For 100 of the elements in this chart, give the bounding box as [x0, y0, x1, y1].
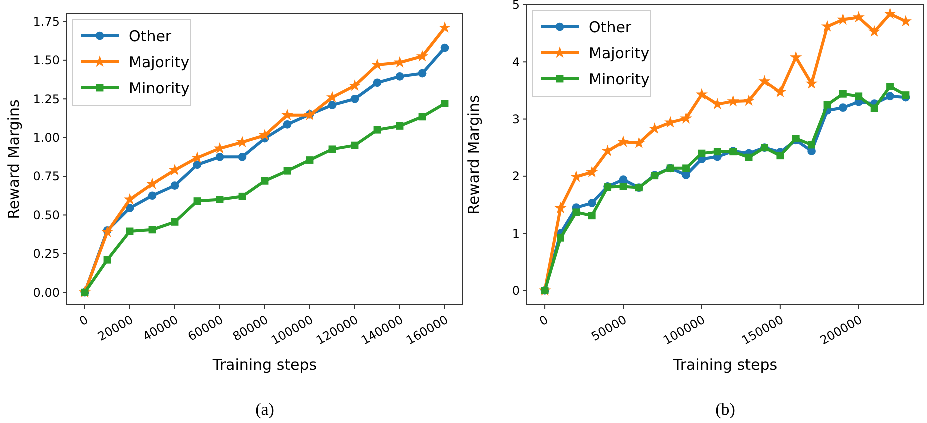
point — [194, 198, 202, 205]
x-tick-label: 0 — [77, 312, 91, 329]
text: (a) — [256, 400, 274, 419]
point — [868, 26, 881, 37]
point — [284, 167, 292, 175]
point — [617, 136, 630, 148]
point — [586, 166, 598, 178]
point — [886, 92, 894, 101]
y-axis-title: Reward Margins — [5, 99, 23, 220]
point — [238, 192, 246, 200]
y-tick-label: 1.25 — [33, 92, 60, 106]
point — [572, 208, 580, 216]
point — [351, 142, 359, 150]
point — [588, 212, 596, 220]
x-axis-title: Training steps — [212, 356, 318, 374]
point — [216, 196, 224, 204]
point — [696, 88, 708, 100]
point — [193, 160, 202, 170]
legend-label: Majority — [129, 53, 190, 72]
point — [602, 144, 614, 156]
point — [416, 50, 429, 62]
point — [126, 204, 134, 212]
point — [727, 95, 740, 107]
y-tick-label: 5 — [512, 0, 520, 12]
point — [680, 112, 692, 124]
point — [714, 148, 722, 156]
legend-label: Minority — [129, 79, 190, 98]
point — [620, 183, 628, 190]
point — [774, 86, 786, 98]
legend-label: Minority — [589, 70, 650, 88]
y-tick-label: 3 — [512, 112, 520, 126]
point — [148, 192, 157, 200]
legend-label: Majority — [589, 44, 650, 62]
point — [281, 109, 294, 121]
y-tick-label: 1.00 — [33, 131, 60, 146]
point — [418, 113, 426, 121]
point — [855, 92, 863, 100]
point — [326, 91, 339, 103]
point — [884, 8, 896, 20]
y-tick-label: 0 — [512, 284, 520, 298]
point — [839, 104, 848, 112]
point — [900, 15, 912, 27]
point — [837, 14, 850, 25]
point — [306, 156, 314, 164]
point — [682, 164, 690, 172]
legend-label: Other — [129, 27, 172, 46]
y-tick-label: 4 — [512, 55, 520, 70]
point — [350, 94, 360, 104]
point — [261, 177, 269, 185]
point — [440, 44, 450, 52]
y-axis-title: Reward Margins — [465, 94, 483, 215]
point — [886, 83, 894, 90]
y-tick-label: 0.25 — [33, 247, 60, 262]
point — [438, 22, 452, 34]
point — [168, 164, 182, 176]
point — [758, 75, 771, 87]
point — [148, 226, 156, 234]
point — [373, 78, 382, 88]
legend-label: Other — [589, 18, 632, 36]
point — [146, 178, 159, 190]
point — [870, 104, 878, 112]
y-tick-label: 2 — [512, 170, 520, 184]
point — [328, 101, 337, 110]
point — [374, 126, 382, 134]
point — [418, 69, 427, 78]
y-tick-label: 1.50 — [33, 54, 60, 68]
point — [238, 153, 247, 162]
point — [557, 234, 564, 242]
y-tick-label: 0.75 — [33, 170, 60, 184]
point — [328, 146, 336, 154]
point — [258, 129, 272, 141]
point — [348, 80, 362, 92]
point — [171, 218, 179, 226]
point — [902, 92, 910, 99]
point — [745, 154, 753, 162]
point — [104, 256, 112, 264]
point — [216, 153, 224, 162]
point — [698, 150, 706, 158]
point — [743, 94, 756, 106]
y-tick-label: 0.00 — [33, 286, 60, 300]
point — [682, 171, 690, 180]
point — [806, 78, 818, 89]
point — [852, 11, 865, 23]
y-tick-label: 0.50 — [33, 208, 60, 222]
point — [790, 51, 802, 63]
point — [554, 202, 567, 214]
point — [776, 152, 784, 160]
point — [170, 182, 180, 190]
point — [588, 199, 596, 208]
point — [101, 226, 114, 238]
point — [839, 90, 847, 98]
text: (b) — [716, 400, 736, 419]
point — [124, 193, 136, 205]
point — [792, 135, 800, 142]
point — [396, 72, 404, 81]
point — [808, 141, 816, 149]
y-tick-label: 1.75 — [33, 14, 60, 29]
point — [371, 58, 384, 70]
point — [441, 100, 449, 108]
x-axis-title: Training steps — [672, 356, 778, 374]
